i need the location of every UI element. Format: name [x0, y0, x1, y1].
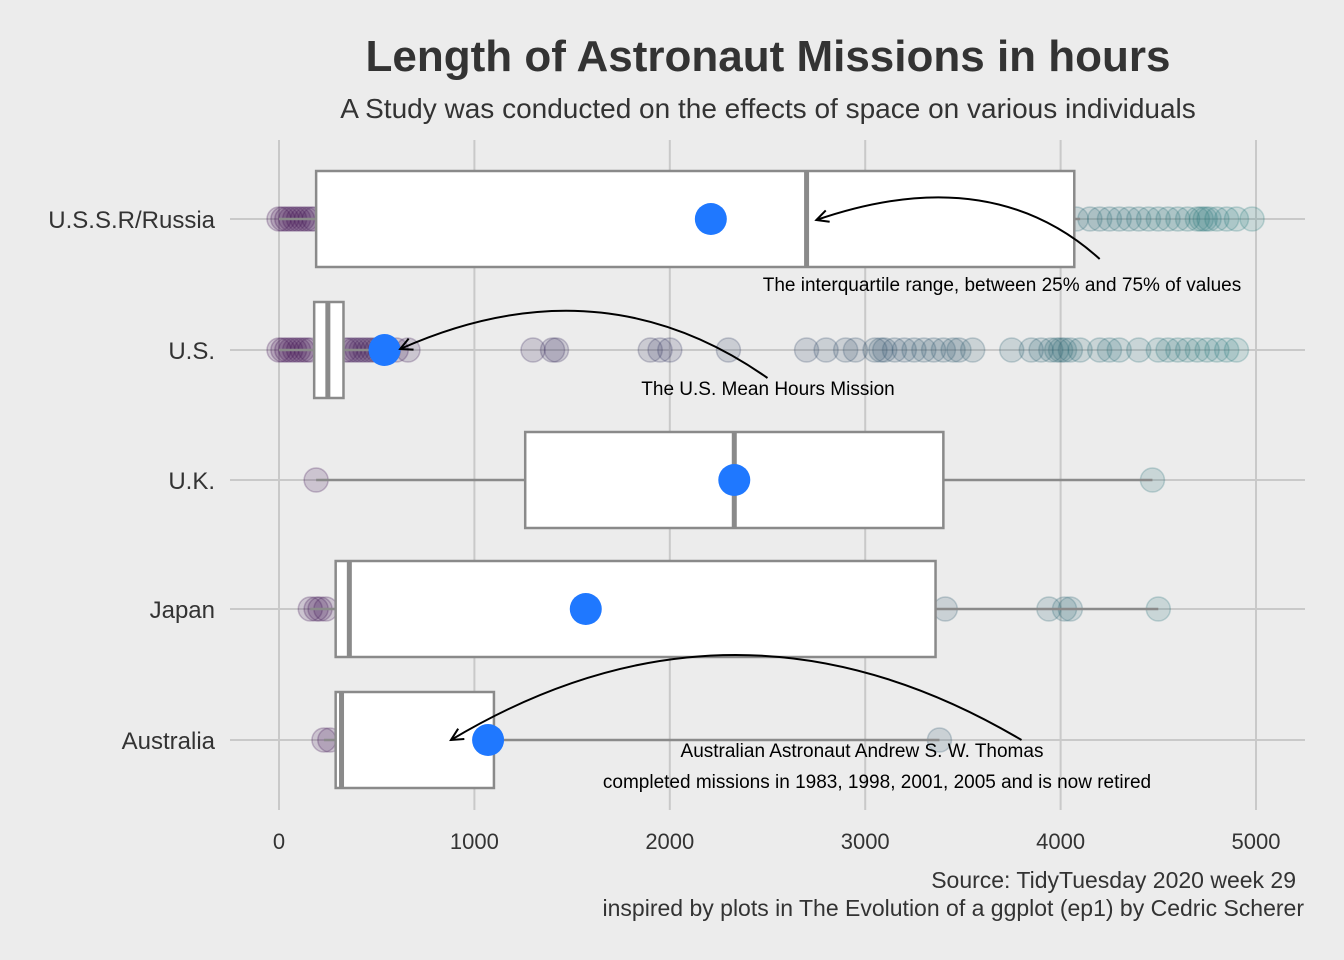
annotations: The interquartile range, between 25% and… — [400, 196, 1241, 793]
data-point — [1213, 206, 1240, 232]
y-axis-ticks: U.S.S.R/Russia U.S. U.K. Japan Australia — [48, 207, 215, 755]
data-point — [1096, 337, 1123, 363]
mean-point — [694, 203, 727, 235]
x-tick-label: 3000 — [841, 829, 890, 854]
x-tick-label: 1000 — [450, 829, 499, 854]
data-point — [813, 337, 839, 363]
data-point — [1196, 206, 1222, 232]
annotation-australia-line1: Australian Astronaut Andrew S. W. Thomas — [681, 741, 1044, 762]
data-point — [539, 337, 566, 363]
x-tick-label: 0 — [273, 829, 285, 854]
data-point — [1116, 206, 1142, 232]
chart-title: Length of Astronaut Missions in hours — [365, 32, 1170, 81]
box-iqr — [334, 559, 937, 659]
data-point — [842, 337, 869, 363]
data-point — [657, 337, 683, 363]
data-point — [1057, 337, 1084, 363]
data-point — [1126, 337, 1152, 363]
data-point — [1184, 206, 1211, 232]
data-point — [1223, 206, 1250, 232]
mean-point — [718, 464, 751, 496]
data-point — [1145, 206, 1172, 232]
data-point — [1213, 337, 1240, 363]
mean-points — [368, 203, 751, 756]
data-point — [1028, 337, 1054, 363]
x-tick-label: 4000 — [1036, 829, 1085, 854]
data-point — [1204, 337, 1230, 363]
data-point — [891, 337, 918, 363]
data-point — [1194, 337, 1220, 363]
mean-point — [368, 334, 401, 366]
data-point — [930, 337, 957, 363]
data-point — [520, 337, 546, 363]
annotation-iqr: The interquartile range, between 25% and… — [763, 275, 1241, 296]
y-tick-label: Japan — [150, 597, 215, 624]
data-point — [1051, 337, 1078, 363]
data-point — [1038, 337, 1064, 363]
arrow-us-mean — [400, 309, 769, 379]
data-point — [832, 337, 859, 363]
data-point — [647, 337, 673, 363]
data-point — [637, 337, 664, 363]
annotation-us-mean: The U.S. Mean Hours Mission — [641, 379, 894, 400]
data-point — [911, 337, 937, 363]
y-tick-label: U.S.S.R/Russia — [48, 207, 215, 234]
caption-source: Source: TidyTuesday 2020 week 29 — [931, 867, 1296, 893]
data-point — [1043, 337, 1070, 363]
data-point — [999, 337, 1025, 363]
data-point — [793, 337, 820, 363]
data-point — [901, 337, 927, 363]
arrow-iqr — [816, 196, 1101, 260]
x-axis-ticks: 0 1000 2000 3000 4000 5000 — [273, 829, 1281, 854]
chart-subtitle: A Study was conducted on the effects of … — [340, 93, 1196, 124]
data-point — [1096, 206, 1123, 232]
x-tick-label: 2000 — [645, 829, 694, 854]
x-tick-label: 5000 — [1232, 829, 1281, 854]
y-tick-label: U.K. — [168, 468, 215, 495]
data-point — [1174, 337, 1201, 363]
mean-point — [569, 593, 602, 625]
mean-point — [472, 724, 505, 756]
data-point — [1174, 206, 1201, 232]
data-point — [1155, 337, 1181, 363]
data-point — [1126, 206, 1152, 232]
y-tick-label: Australia — [122, 728, 216, 755]
data-point — [1204, 206, 1230, 232]
data-point — [1086, 337, 1113, 363]
data-point — [1047, 337, 1074, 363]
box-iqr — [334, 690, 496, 790]
caption-inspiration: inspired by plots in The Evolution of a … — [603, 895, 1305, 921]
data-point — [1165, 206, 1191, 232]
data-point — [1067, 337, 1093, 363]
data-point — [940, 337, 966, 363]
data-point — [1086, 206, 1113, 232]
data-point — [1165, 337, 1191, 363]
data-point — [862, 337, 888, 363]
data-point — [871, 337, 898, 363]
data-point — [1192, 206, 1218, 232]
data-point — [920, 337, 947, 363]
data-point — [1184, 337, 1211, 363]
data-point — [1145, 337, 1172, 363]
data-point — [543, 337, 570, 363]
data-point — [1188, 206, 1215, 232]
data-point — [1135, 206, 1162, 232]
data-point — [1155, 206, 1181, 232]
data-point — [1223, 337, 1250, 363]
arrow-australia — [451, 654, 1023, 740]
data-point — [1239, 206, 1265, 232]
data-point — [881, 337, 908, 363]
data-point — [959, 337, 986, 363]
data-point — [1018, 337, 1045, 363]
y-tick-label: U.S. — [168, 338, 215, 365]
data-point — [1106, 206, 1132, 232]
data-point — [1106, 337, 1132, 363]
data-point — [868, 337, 894, 363]
data-point — [946, 337, 972, 363]
annotation-australia-line2: completed missions in 1983, 1998, 2001, … — [603, 772, 1151, 793]
